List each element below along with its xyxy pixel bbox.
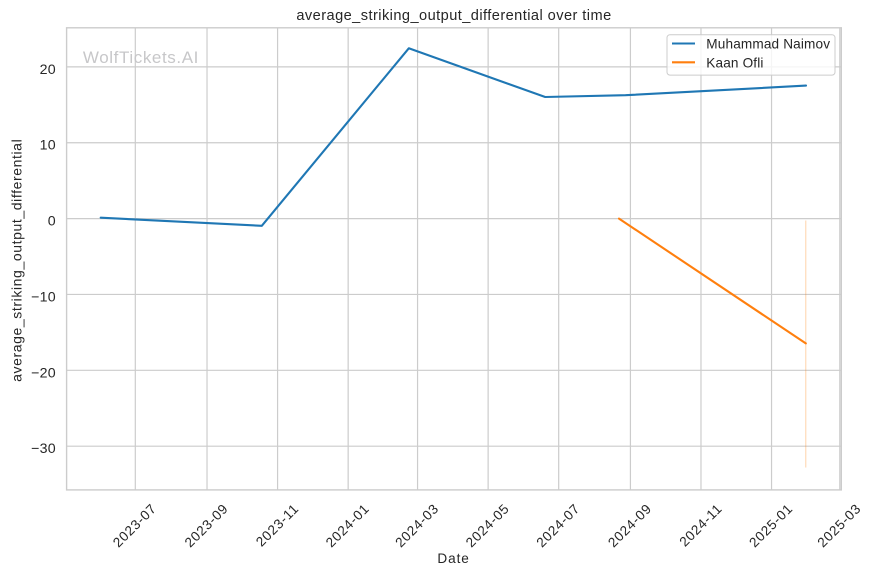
svg-text:10: 10 [40,138,56,154]
svg-text:average_striking_output_differ: average_striking_output_differential [9,139,25,382]
svg-text:average_striking_output_differ: average_striking_output_differential ove… [296,8,611,24]
svg-text:−30: −30 [31,441,56,457]
svg-text:−10: −10 [31,289,56,305]
svg-text:Kaan Ofli: Kaan Ofli [706,56,763,71]
svg-text:WolfTickets.AI: WolfTickets.AI [83,48,199,67]
svg-text:20: 20 [40,62,56,78]
svg-text:−20: −20 [31,365,56,381]
svg-text:Muhammad Naimov: Muhammad Naimov [706,37,830,52]
svg-text:Date: Date [437,551,469,566]
svg-text:0: 0 [48,214,56,230]
